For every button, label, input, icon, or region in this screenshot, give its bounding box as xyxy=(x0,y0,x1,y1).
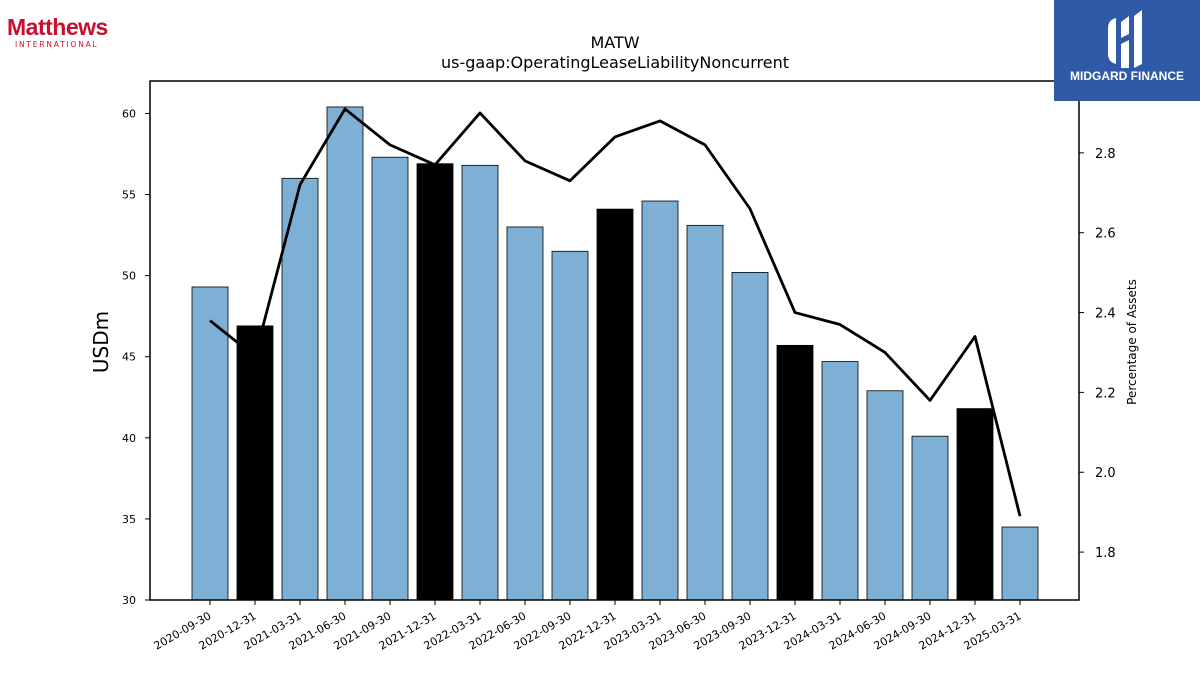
y2-tick-label: 2.2 xyxy=(1095,386,1116,401)
bar xyxy=(686,224,724,601)
bar xyxy=(731,271,769,601)
midgard-logo-text: MIDGARD FINANCE xyxy=(1070,69,1184,83)
y2-tick-label: 2.8 xyxy=(1095,147,1116,162)
bar xyxy=(866,390,904,601)
y2-tick-label: 2.0 xyxy=(1095,466,1116,481)
y-axis-label: USDm xyxy=(89,311,113,373)
y2-tick-label: 2.6 xyxy=(1095,227,1116,242)
chart-title: MATW xyxy=(590,33,639,52)
bar xyxy=(776,344,814,601)
bar xyxy=(281,177,319,601)
y-tick-label: 50 xyxy=(122,270,136,283)
y2-tick-label: 2.4 xyxy=(1095,307,1116,322)
matthews-logo-subtext: INTERNATIONAL xyxy=(15,40,99,49)
y-tick-label: 35 xyxy=(122,513,136,526)
y-tick-label: 30 xyxy=(122,594,136,607)
midgard-mark-icon xyxy=(1108,10,1142,68)
bar xyxy=(956,408,994,601)
x-axis: 2020-09-302020-12-312021-03-312021-06-30… xyxy=(152,600,1024,653)
bar xyxy=(506,226,544,601)
bar xyxy=(371,156,409,601)
bar xyxy=(911,435,949,601)
bar xyxy=(326,106,364,601)
bar xyxy=(461,164,499,601)
chart-subtitle: us-gaap:OperatingLeaseLiabilityNoncurren… xyxy=(441,53,789,72)
bar xyxy=(596,208,634,601)
bars-group xyxy=(191,106,1039,601)
bar xyxy=(641,200,679,601)
bar xyxy=(236,325,274,601)
bar xyxy=(416,163,454,601)
y2-tick-label: 1.8 xyxy=(1095,546,1116,561)
bar xyxy=(821,361,859,601)
y2-axis-label: Percentage of Assets xyxy=(1125,279,1139,405)
y2-axis: 1.8 2.0 2.2 2.4 2.6 2.8 xyxy=(1079,147,1116,561)
bar xyxy=(551,250,589,601)
matthews-logo: Matthews INTERNATIONAL xyxy=(7,14,117,54)
midgard-finance-logo: MIDGARD FINANCE xyxy=(1054,0,1200,101)
y-tick-label: 55 xyxy=(122,189,136,202)
y-tick-label: 60 xyxy=(122,107,136,120)
matthews-logo-text: Matthews xyxy=(7,14,108,40)
line-group xyxy=(209,107,1022,517)
y-tick-label: 45 xyxy=(122,351,136,364)
percent-assets-line xyxy=(209,107,1022,517)
y-axis: 30 35 40 45 50 55 60 xyxy=(122,107,150,607)
y-tick-label: 40 xyxy=(122,432,136,445)
bar xyxy=(1001,526,1039,601)
bar xyxy=(191,286,229,601)
